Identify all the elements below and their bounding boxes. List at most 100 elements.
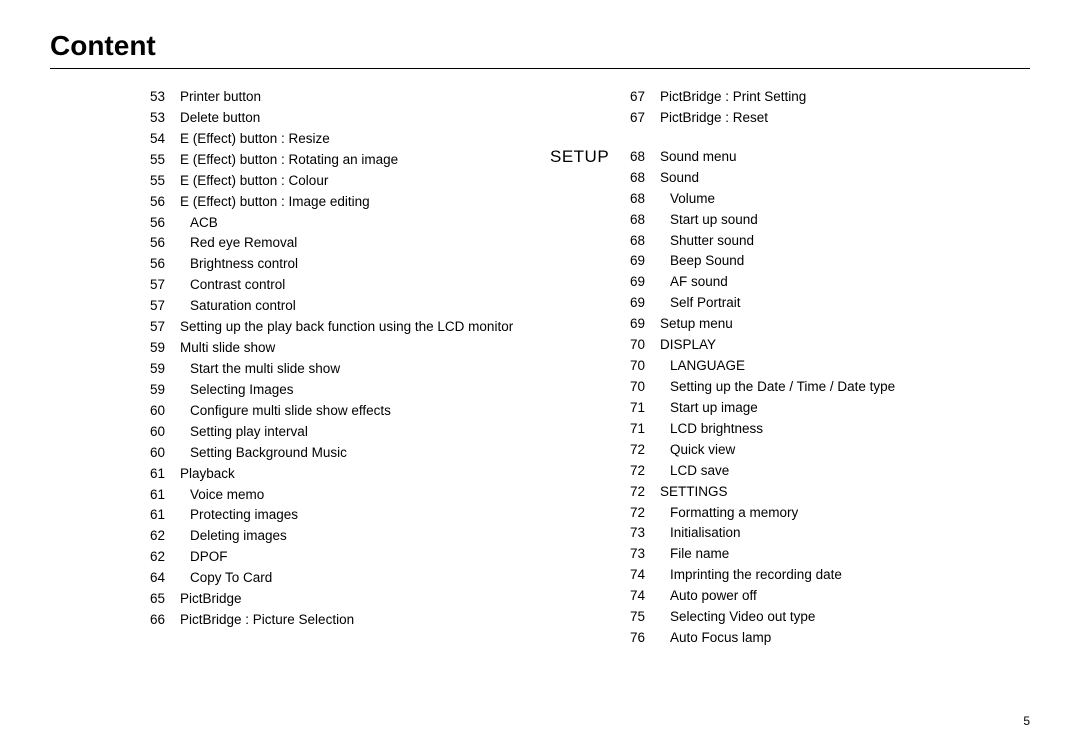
toc-entry-page: 67: [630, 87, 660, 108]
toc-entry-label: Printer button: [180, 87, 540, 108]
toc-entry-page: 67: [630, 108, 660, 129]
toc-right-setup: 68Sound menu68Sound 68Volume68Start up so…: [540, 147, 1030, 649]
toc-entry-label: DISPLAY: [660, 335, 1030, 356]
toc-entry: 59Selecting Images: [150, 380, 540, 401]
toc-entry: 55E (Effect) button : Colour: [150, 171, 540, 192]
toc-entry: 57Saturation control: [150, 296, 540, 317]
toc-entry-label: Red eye Removal: [180, 233, 540, 254]
toc-entry-page: 53: [150, 87, 180, 108]
toc-entry-label: Deleting images: [180, 526, 540, 547]
toc-entry-page: 75: [630, 607, 660, 628]
toc-entry-page: 60: [150, 443, 180, 464]
toc-entry: 60Setting play interval: [150, 422, 540, 443]
toc-entry: 62Deleting images: [150, 526, 540, 547]
toc-entry-label: Sound menu: [660, 147, 1030, 168]
toc-entry-label: LANGUAGE: [660, 356, 1030, 377]
toc-entry-label: Shutter sound: [660, 231, 1030, 252]
toc-right-column: 67PictBridge : Print Setting67PictBridge…: [540, 87, 1030, 649]
toc-entry-label: Brightness control: [180, 254, 540, 275]
toc-entry-label: Imprinting the recording date: [660, 565, 1030, 586]
toc-entry-label: PictBridge : Print Setting: [660, 87, 1030, 108]
toc-entry-page: 60: [150, 422, 180, 443]
toc-entry: 72SETTINGS: [630, 482, 1030, 503]
toc-entry-page: 66: [150, 610, 180, 631]
page-title: Content: [50, 30, 1030, 62]
toc-entry-label: Configure multi slide show effects: [180, 401, 540, 422]
toc-entry-label: SETTINGS: [660, 482, 1030, 503]
toc-entry: 68Sound menu: [630, 147, 1030, 168]
toc-entry: 59Multi slide show: [150, 338, 540, 359]
toc-entry-label: Copy To Card: [180, 568, 540, 589]
toc-entry: 53Printer button: [150, 87, 540, 108]
toc-entry-page: 72: [630, 440, 660, 461]
toc-entry-page: 69: [630, 314, 660, 335]
toc-entry: 69Setup menu: [630, 314, 1030, 335]
toc-entry-page: 57: [150, 317, 180, 338]
toc-entry: 56Red eye Removal: [150, 233, 540, 254]
toc-entry-label: Delete button: [180, 108, 540, 129]
toc-entry-label: Sound: [660, 168, 1030, 189]
setup-block: SETUP 68Sound menu68Sound68Volume68Start…: [540, 147, 1030, 649]
toc-entry-page: 55: [150, 171, 180, 192]
title-bar: Content: [50, 30, 1030, 69]
toc-entry-label: Start up sound: [660, 210, 1030, 231]
toc-entry: 66PictBridge : Picture Selection: [150, 610, 540, 631]
toc-entry-page: 68: [630, 210, 660, 231]
toc-columns: 53Printer button53Delete button54E (Effe…: [50, 87, 1030, 649]
toc-entry: 72Formatting a memory: [630, 503, 1030, 524]
toc-entry-label: LCD save: [660, 461, 1030, 482]
toc-entry: 72LCD save: [630, 461, 1030, 482]
toc-entry-label: Quick view: [660, 440, 1030, 461]
toc-entry: 61Voice memo: [150, 485, 540, 506]
toc-entry-label: Multi slide show: [180, 338, 540, 359]
toc-entry-label: Start the multi slide show: [180, 359, 540, 380]
toc-entry: 53Delete button: [150, 108, 540, 129]
toc-entry-page: 71: [630, 398, 660, 419]
toc-entry: 56ACB: [150, 213, 540, 234]
toc-entry-page: 73: [630, 544, 660, 565]
toc-entry: 69Self Portrait: [630, 293, 1030, 314]
toc-entry-page: 76: [630, 628, 660, 649]
toc-entry: 73File name: [630, 544, 1030, 565]
toc-entry: 64Copy To Card: [150, 568, 540, 589]
toc-entry-page: 59: [150, 380, 180, 401]
toc-entry: 60Configure multi slide show effects: [150, 401, 540, 422]
toc-entry: 55E (Effect) button : Rotating an image: [150, 150, 540, 171]
toc-entry: 70LANGUAGE: [630, 356, 1030, 377]
toc-entry-page: 71: [630, 419, 660, 440]
toc-entry: 70Setting up the Date / Time / Date type: [630, 377, 1030, 398]
toc-entry-page: 61: [150, 485, 180, 506]
toc-entry-label: Volume: [660, 189, 1030, 210]
toc-entry-label: Selecting Images: [180, 380, 540, 401]
toc-entry-page: 69: [630, 251, 660, 272]
toc-entry: 56E (Effect) button : Image editing: [150, 192, 540, 213]
toc-entry: 68Sound: [630, 168, 1030, 189]
toc-entry-page: 70: [630, 356, 660, 377]
toc-entry-label: PictBridge : Reset: [660, 108, 1030, 129]
toc-entry-label: Playback: [180, 464, 540, 485]
toc-entry: 67PictBridge : Reset: [630, 108, 1030, 129]
toc-entry-label: Setting up the play back function using …: [180, 317, 540, 338]
toc-entry-page: 61: [150, 464, 180, 485]
toc-entry-label: Setting play interval: [180, 422, 540, 443]
toc-entry-label: Selecting Video out type: [660, 607, 1030, 628]
toc-entry: 57Setting up the play back function usin…: [150, 317, 540, 338]
toc-entry-label: Auto power off: [660, 586, 1030, 607]
toc-entry-page: 69: [630, 293, 660, 314]
toc-entry-page: 64: [150, 568, 180, 589]
toc-entry-page: 74: [630, 565, 660, 586]
toc-entry: 71LCD brightness: [630, 419, 1030, 440]
toc-entry-page: 56: [150, 192, 180, 213]
toc-entry-page: 70: [630, 377, 660, 398]
toc-entry: 61Protecting images: [150, 505, 540, 526]
toc-entry-label: PictBridge : Picture Selection: [180, 610, 540, 631]
toc-entry-label: Auto Focus lamp: [660, 628, 1030, 649]
toc-left-column: 53Printer button53Delete button54E (Effe…: [50, 87, 540, 649]
toc-entry: 70DISPLAY: [630, 335, 1030, 356]
toc-entry-page: 68: [630, 231, 660, 252]
toc-entry-label: Formatting a memory: [660, 503, 1030, 524]
toc-entry: 60Setting Background Music: [150, 443, 540, 464]
toc-entry-page: 57: [150, 275, 180, 296]
section-gap: [540, 129, 1030, 147]
toc-entry-page: 72: [630, 461, 660, 482]
